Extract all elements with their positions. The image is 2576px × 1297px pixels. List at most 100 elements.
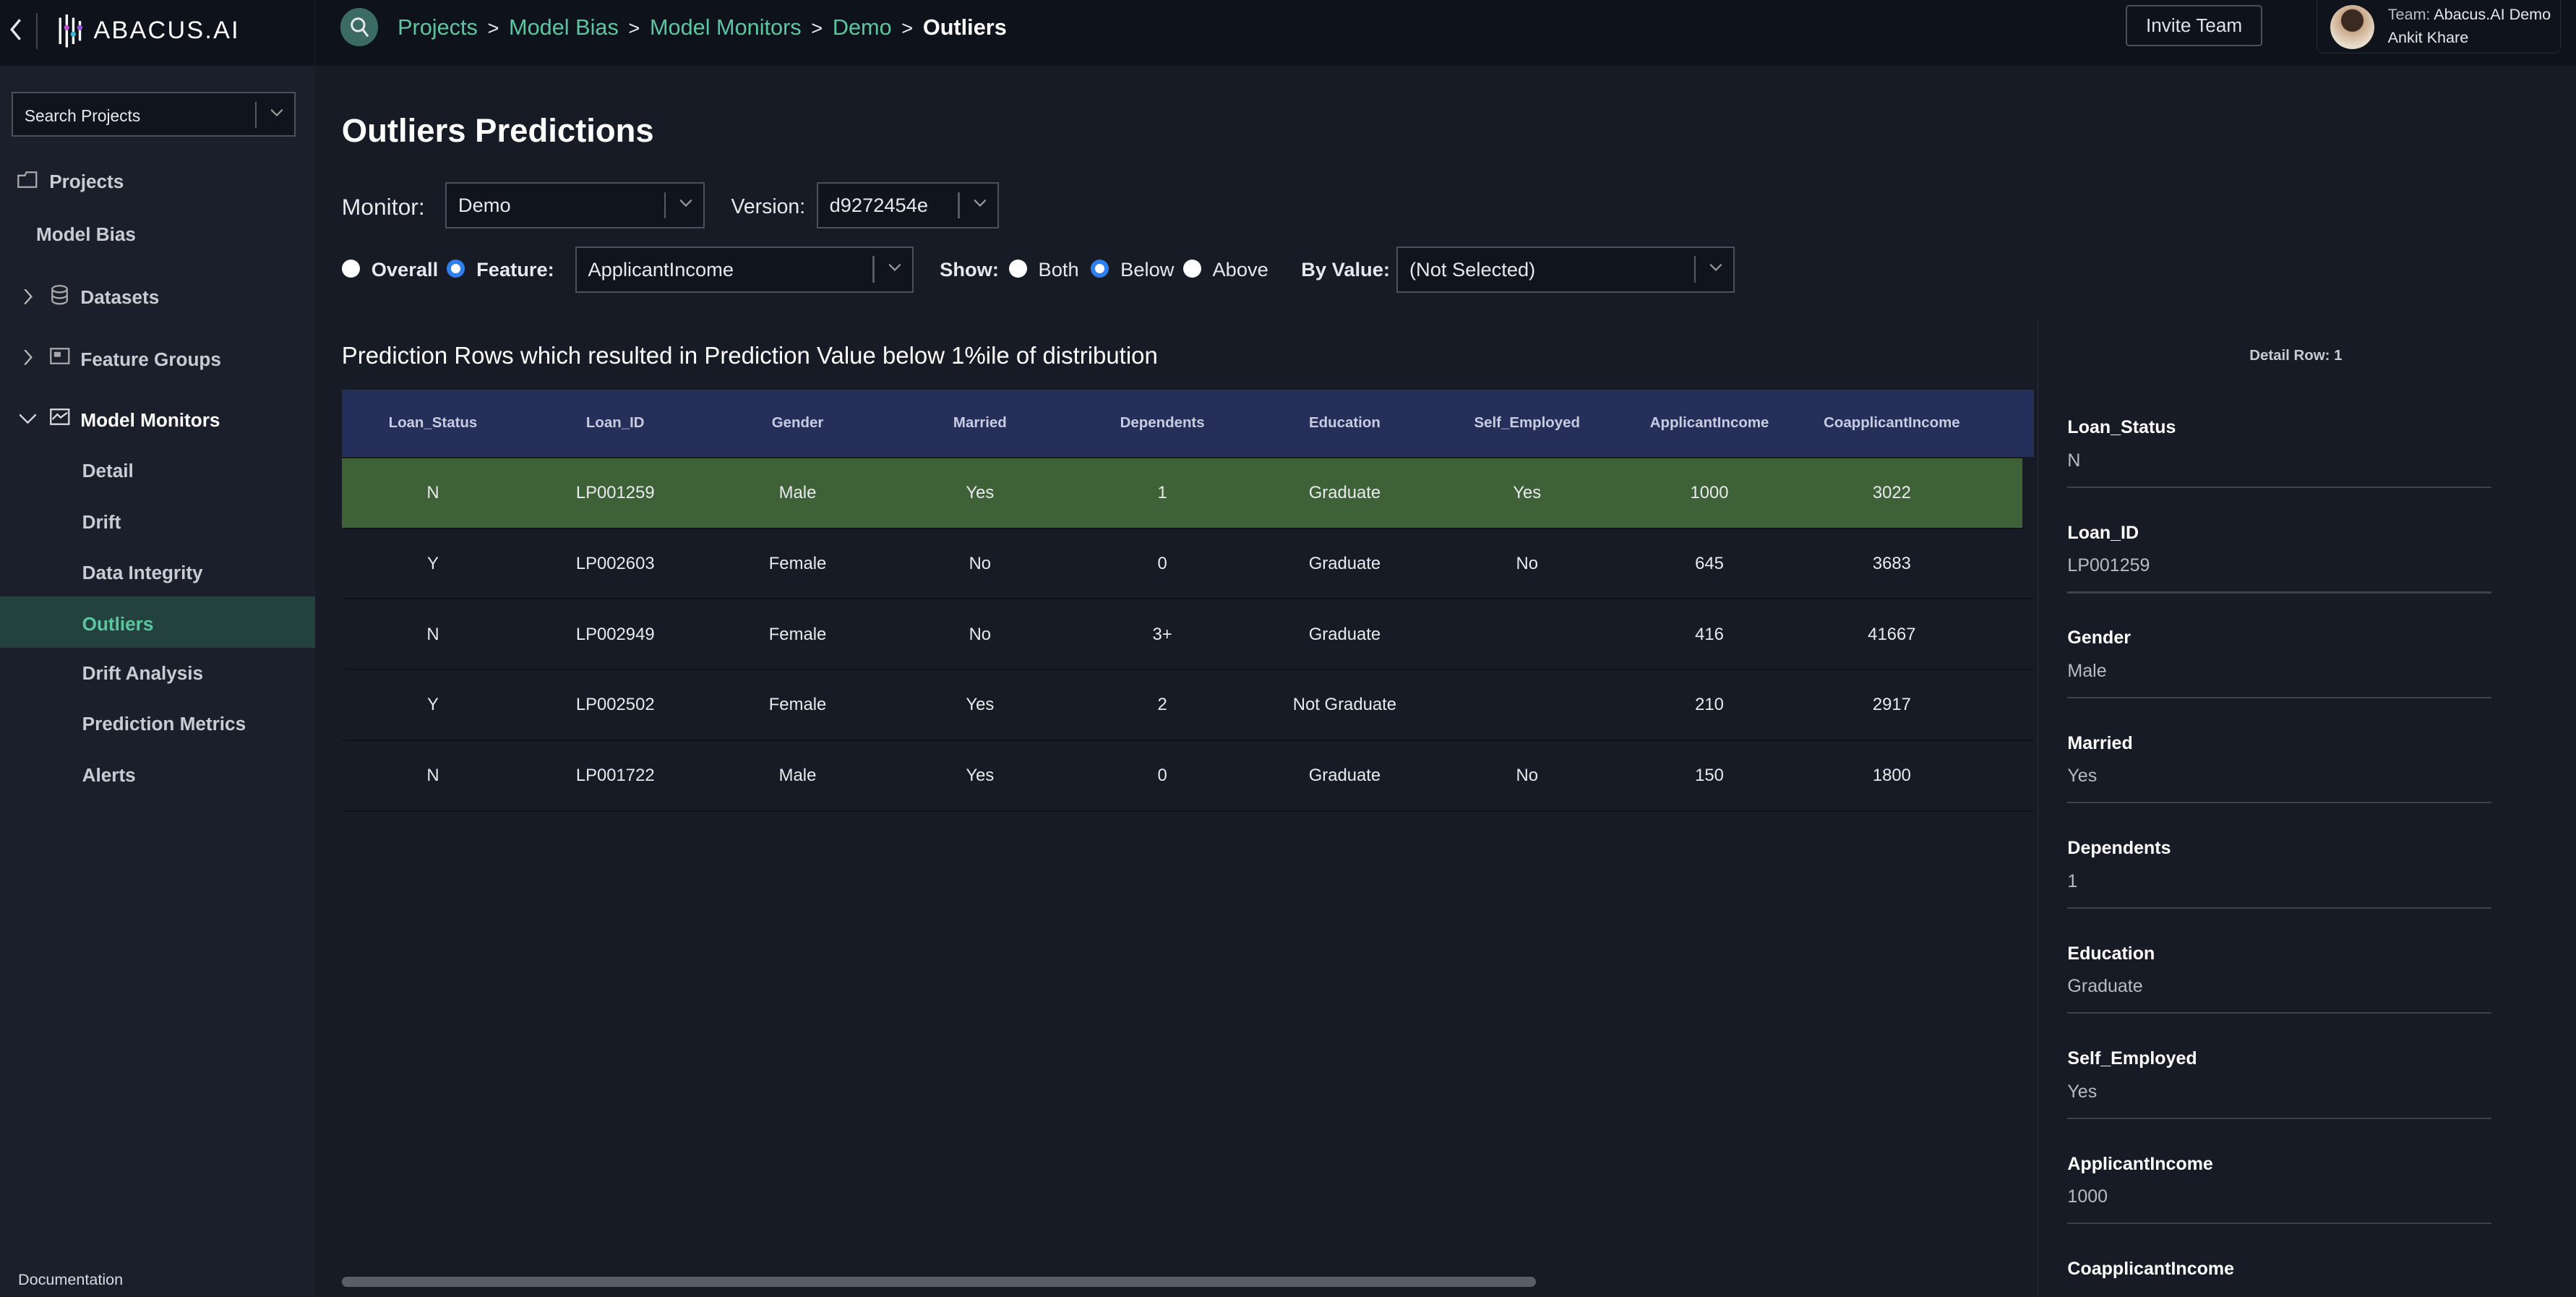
table-cell: 3683 — [1872, 553, 1911, 573]
detail-field-label: Married — [2067, 732, 2133, 753]
sidebar-item-model-monitors[interactable]: Model Monitors — [80, 408, 220, 431]
sidebar-item-feature-groups[interactable]: Feature Groups — [80, 348, 221, 370]
breadcrumb-demo[interactable]: Demo — [832, 14, 892, 40]
detail-field-value: N — [2067, 450, 2081, 471]
column-header[interactable]: Loan_Status — [388, 414, 478, 431]
sidebar-item-projects[interactable]: Projects — [49, 171, 124, 193]
monitor-select[interactable]: Demo — [445, 182, 705, 228]
feature-select[interactable]: ApplicantIncome — [575, 246, 914, 293]
user-name: Ankit Khare — [2387, 27, 2469, 46]
sidebar-item-prediction-metrics[interactable]: Prediction Metrics — [82, 713, 246, 735]
detail-field-label: Loan_Status — [2067, 417, 2176, 438]
column-header[interactable]: L — [1983, 414, 2034, 432]
sidebar — [0, 65, 316, 1297]
table-cell: LP002502 — [575, 695, 655, 715]
sidebar-item-drift[interactable]: Drift — [82, 510, 121, 533]
by-value-label: By Value: — [1301, 257, 1390, 281]
detail-panel: Detail Row: 1 Loan_Status N Loan_ID LP00125… — [2037, 320, 2576, 1297]
detail-field: Education Graduate — [2067, 943, 2491, 1014]
table-cell: Graduate — [1308, 766, 1381, 786]
detail-field-label: Gender — [2067, 628, 2131, 648]
show-below-radio[interactable] — [1091, 260, 1109, 278]
table-cell: 3+ — [1152, 624, 1172, 644]
back-chevron-icon[interactable] — [9, 18, 23, 41]
table-cell: 3022 — [1872, 483, 1911, 503]
monitor-value: Demo — [458, 193, 511, 216]
table-cell: Male — [778, 483, 817, 503]
table-cell: Female — [768, 553, 827, 573]
detail-field: CoapplicantIncome — [2067, 1259, 2491, 1280]
table-cell: LP001722 — [575, 766, 655, 786]
column-header[interactable]: Education — [1309, 414, 1381, 431]
team-name: Abacus.AI Demo — [2434, 4, 2551, 23]
table-row[interactable]: N LP001259 Male Yes 1 Graduate Yes 1000 3022 — [341, 458, 2023, 529]
sidebar-item-datasets[interactable]: Datasets — [80, 286, 160, 308]
breadcrumb-model-monitors[interactable]: Model Monitors — [649, 14, 802, 40]
chevron-right-icon[interactable] — [23, 350, 35, 365]
by-value-select[interactable]: (Not Selected) — [1396, 246, 1735, 293]
breadcrumb: Projects > Model Bias > Model Monitors > Demo >… — [398, 14, 1007, 40]
overall-radio[interactable] — [341, 260, 360, 278]
documentation-link[interactable]: Documentation — [18, 1270, 124, 1289]
database-icon — [51, 285, 69, 305]
table-cell: 416 — [1695, 624, 1724, 644]
show-both-radio[interactable] — [1008, 260, 1027, 278]
column-header[interactable]: Gender — [771, 414, 824, 431]
detail-field: ApplicantIncome 1000 — [2067, 1154, 2491, 1225]
detail-divider — [2067, 802, 2491, 804]
column-header[interactable]: CoapplicantIncome — [1824, 414, 1960, 431]
sidebar-item-drift-analysis[interactable]: Drift Analysis — [82, 662, 204, 685]
table-cell: No — [1516, 766, 1538, 786]
feature-radio[interactable] — [447, 260, 465, 278]
detail-divider — [2067, 486, 2491, 489]
sidebar-item-outliers[interactable]: Outliers — [82, 612, 154, 635]
sidebar-item-data-integrity[interactable]: Data Integrity — [82, 562, 203, 584]
sidebar-item-detail[interactable]: Detail — [82, 460, 134, 482]
overall-label: Overall — [371, 257, 439, 281]
table-row[interactable]: N LP001722 Male Yes 0 Graduate No 150 1800 — [341, 741, 2034, 812]
table-cell: Yes — [1513, 483, 1542, 503]
table-cell: 210 — [1695, 695, 1724, 715]
column-header[interactable]: ApplicantIncome — [1649, 414, 1769, 431]
column-header[interactable]: Dependents — [1120, 414, 1205, 431]
detail-field: Dependents 1 — [2067, 838, 2491, 909]
table-row[interactable]: Y LP002502 Female Yes 2 Not Graduate 210 2917 — [341, 670, 2034, 741]
feature-groups-icon — [50, 347, 70, 364]
sidebar-item-model-bias[interactable]: Model Bias — [36, 223, 136, 246]
user-menu[interactable]: Team: Abacus.AI Demo Ankit Khare — [2316, 0, 2562, 53]
abacus-logo-icon — [59, 14, 83, 48]
column-header[interactable]: Self_Employed — [1474, 414, 1580, 431]
chevron-down-icon[interactable] — [20, 413, 36, 424]
breadcrumb-projects[interactable]: Projects — [398, 14, 478, 40]
show-above-radio[interactable] — [1182, 260, 1201, 278]
table-row[interactable]: N LP002949 Female No 3+ Graduate 416 41667 — [341, 600, 2034, 671]
sidebar-item-alerts[interactable]: Alerts — [82, 763, 136, 786]
breadcrumb-model-bias[interactable]: Model Bias — [509, 14, 619, 40]
search-projects-placeholder: Search Projects — [24, 106, 141, 126]
detail-field-value: LP001259 — [2067, 555, 2150, 576]
version-select[interactable]: d9272454e — [816, 182, 999, 228]
project-search-select[interactable]: Search Projects — [11, 92, 296, 137]
table-cell: 2917 — [1872, 695, 1911, 715]
by-value-value: (Not Selected) — [1409, 257, 1536, 281]
table-cell: 1000 — [1690, 483, 1729, 503]
invite-team-button[interactable]: Invite Team — [2126, 4, 2262, 46]
detail-field-label: CoapplicantIncome — [2067, 1259, 2235, 1280]
table-cell: Male — [778, 766, 817, 786]
detail-field-label: Self_Employed — [2067, 1048, 2197, 1069]
table-row[interactable]: Y LP002603 Female No 0 Graduate No 645 3683 — [341, 529, 2034, 600]
search-button[interactable] — [340, 8, 378, 46]
detail-field: Self_Employed Yes — [2067, 1048, 2491, 1119]
table-cell: Graduate — [1308, 624, 1381, 644]
column-header[interactable]: Loan_ID — [585, 414, 645, 431]
folder-icon — [17, 171, 38, 189]
table-cell: 0 — [1157, 553, 1167, 573]
table-cell: No — [969, 553, 992, 573]
chevron-down-icon — [888, 263, 901, 272]
active-item-highlight — [0, 596, 316, 648]
horizontal-scrollbar[interactable] — [341, 1277, 1537, 1287]
table-cell: LP002949 — [575, 624, 655, 644]
chevron-right-icon[interactable] — [23, 289, 35, 304]
table-cell: LP001259 — [575, 483, 655, 503]
column-header[interactable]: Married — [953, 414, 1007, 431]
